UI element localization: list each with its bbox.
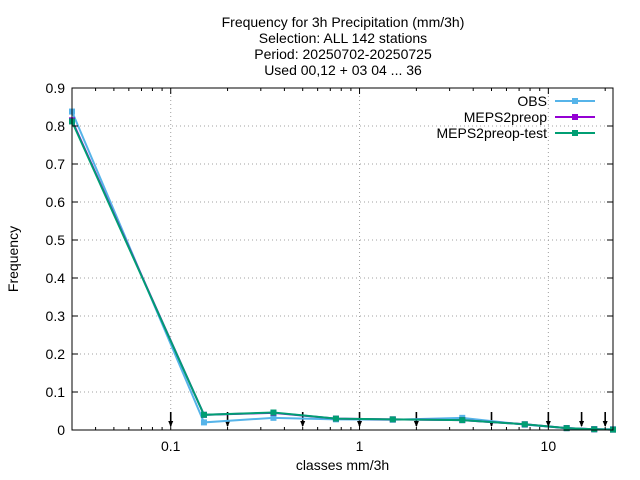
class-limit-arrow-head: [579, 421, 585, 427]
legend-swatch-marker-1: [572, 114, 578, 120]
y-tick-label-1: 0.1: [46, 384, 66, 400]
y-tick-label-4: 0.4: [46, 270, 66, 286]
series-point-2: [270, 409, 277, 416]
grid: [72, 88, 613, 430]
class-limit-arrow-8: [602, 412, 608, 427]
x-tick-label-0: 0.1: [161, 438, 181, 454]
series-meps2preop-test: [69, 118, 616, 433]
series-meps2preop: [69, 117, 616, 433]
y-tick-label-2: 0.2: [46, 346, 66, 362]
legend-label-1: MEPS2preop: [464, 109, 547, 125]
series-point-8: [591, 426, 598, 433]
legend-label-0: OBS: [517, 93, 547, 109]
title-line-0: Frequency for 3h Precipitation (mm/3h): [222, 14, 465, 30]
series-point-4: [389, 416, 396, 423]
x-tick-label-2: 10: [541, 438, 557, 454]
y-tick-label-0: 0: [57, 422, 65, 438]
x-axis-label: classes mm/3h: [296, 457, 389, 473]
series-lines: [69, 108, 616, 433]
y-tick-label-7: 0.7: [46, 156, 66, 172]
series-point-6: [521, 421, 528, 428]
class-limit-arrow-5: [489, 412, 495, 427]
y-tick-label-9: 0.9: [46, 80, 66, 96]
y-tick-label-3: 0.3: [46, 308, 66, 324]
axis-ticks: 0 0.1 0.2 0.3 0.4 0.5 0.6 0.7 0.8 0.9 0.1 1 10: [46, 80, 613, 454]
y-tick-label-5: 0.5: [46, 232, 66, 248]
series-point-7: [563, 425, 570, 432]
series-obs: [69, 108, 616, 433]
series-point-1: [200, 419, 207, 426]
title-line-1: Selection: ALL 142 stations: [259, 30, 427, 46]
class-limit-arrow-head: [225, 421, 231, 427]
series-line: [71, 111, 613, 431]
legend-label-2: MEPS2preop-test: [437, 125, 548, 141]
y-axis-label: Frequency: [5, 226, 21, 292]
chart-title: Frequency for 3h Precipitation (mm/3h)Se…: [222, 14, 465, 78]
title-line-3: Used 00,12 + 03 04 ... 36: [264, 62, 422, 78]
class-limit-arrow-head: [602, 421, 608, 427]
series-point-3: [332, 415, 339, 422]
plot-frame: [71, 87, 614, 431]
class-limit-arrow-7: [579, 412, 585, 427]
class-limit-arrow-head: [300, 421, 306, 427]
y-tick-label-8: 0.8: [46, 118, 66, 134]
class-limit-arrow-head: [413, 421, 419, 427]
series-point-5: [459, 417, 466, 424]
series-line: [71, 119, 614, 431]
legend-swatch-marker-0: [572, 98, 578, 104]
series-point-1: [200, 411, 207, 418]
series-line: [71, 121, 614, 431]
x-tick-label-1: 1: [356, 438, 364, 454]
series-point-2: [270, 414, 277, 421]
title-line-2: Period: 20250702-20250725: [254, 46, 432, 62]
y-tick-label-6: 0.6: [46, 194, 66, 210]
legend-swatch-marker-2: [572, 130, 578, 136]
